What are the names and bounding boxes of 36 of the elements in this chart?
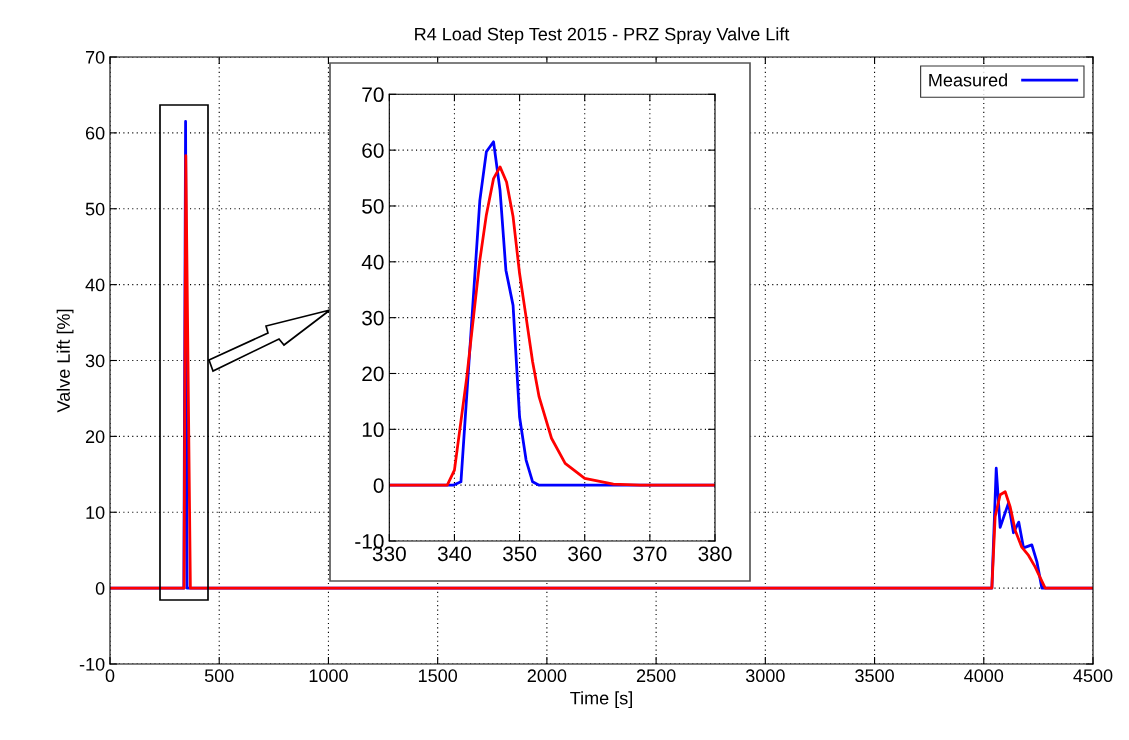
y-tick-label: 70	[85, 50, 105, 64]
y-tick-label: 10	[362, 422, 384, 438]
chart-title: R4 Load Step Test 2015 - PRZ Spray Valve Lift	[415, 27, 790, 45]
y-tick-label: 20	[85, 430, 105, 444]
x-tick-label: 4000	[964, 669, 1004, 683]
x-tick-label: 360	[568, 546, 602, 562]
y-tick-label: -10	[79, 657, 105, 671]
legend-label: Measured	[929, 73, 1007, 87]
y-tick-label: 70	[362, 87, 384, 103]
y-tick-label: 0	[95, 582, 105, 595]
y-tick-label: 20	[362, 366, 384, 382]
y-tick-label: 40	[361, 254, 384, 270]
x-tick-label: 340	[437, 546, 472, 562]
y-tick-label: 30	[85, 354, 105, 368]
y-tick-label: 30	[362, 310, 384, 326]
y-tick-label: 10	[86, 506, 105, 519]
x-tick-label: 1000	[309, 669, 348, 683]
x-tick-label: 3000	[745, 669, 785, 683]
y-axis-title: Valve Lift [%]	[56, 309, 74, 413]
x-tick-label: 1500	[418, 669, 458, 683]
x-tick-label: 370	[633, 546, 667, 562]
y-tick-label: 0	[373, 478, 384, 493]
x-tick-label: 3500	[855, 669, 894, 683]
y-tick-label: 40	[85, 278, 105, 292]
y-tick-label: 60	[85, 126, 105, 140]
x-tick-label: 380	[698, 546, 732, 562]
x-tick-label: 500	[204, 669, 234, 683]
x-axis-title: Time [s]	[570, 691, 632, 709]
x-tick-label: 2500	[636, 669, 676, 683]
x-tick-label: 4500	[1073, 669, 1113, 683]
x-tick-label: 350	[503, 546, 537, 562]
y-tick-label: 50	[85, 202, 105, 216]
x-tick-label: 2000	[527, 669, 567, 683]
y-tick-label: 50	[362, 198, 384, 214]
x-tick-label: 0	[105, 669, 115, 683]
y-tick-label: 60	[362, 143, 384, 158]
